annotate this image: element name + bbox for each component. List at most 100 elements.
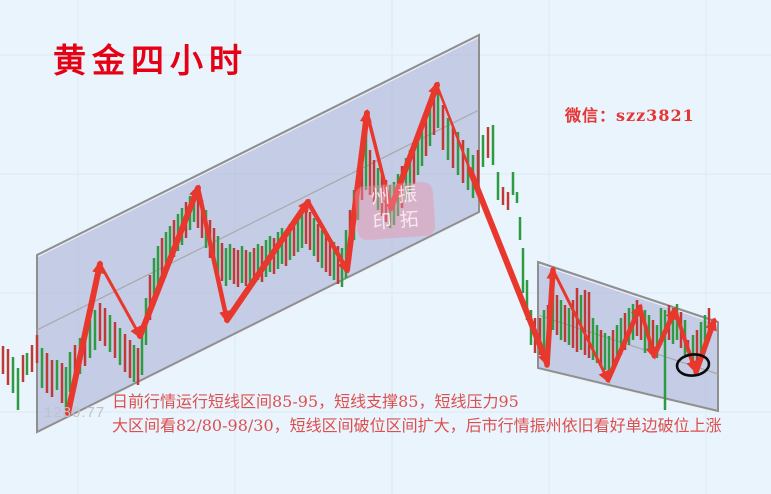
candle [412,142,416,184]
trend-arrow [344,109,372,273]
candle [64,367,68,410]
candle [136,348,140,385]
candle [40,348,44,388]
candle [344,230,348,278]
candle [591,318,595,360]
trend-arrow [544,266,559,368]
candle [611,330,615,366]
candle [132,345,136,382]
candle [168,226,172,263]
candle [446,118,450,160]
candle [567,308,571,345]
candle [103,308,107,346]
candle [236,250,240,287]
candle [511,172,515,195]
trend-arrow [605,303,643,383]
candle [619,318,623,355]
trend-arrow [305,199,350,274]
candle [288,224,292,260]
candle [296,216,300,252]
candle [506,192,510,210]
candle [324,234,328,272]
trend-arrow [693,317,717,375]
seal-watermark-line2: 印拓 [371,207,428,234]
descending-channel-top-highlight [537,263,719,325]
candle [292,220,296,256]
candle [501,187,505,205]
candle [436,82,440,128]
candle [663,310,667,410]
candle [50,360,54,397]
trend-arrow [98,262,142,340]
candle [404,158,408,200]
trend-arrow [638,305,658,360]
candle [515,192,519,203]
candle [30,345,34,372]
trend-arrow [551,268,610,384]
candle [108,315,112,352]
candle [1,346,5,374]
candle [123,334,127,372]
candle [196,192,200,228]
candle [21,355,25,382]
candle [35,335,39,363]
candle [88,320,92,358]
candle [671,308,675,344]
candle [481,135,485,167]
candle [615,325,619,360]
candle [160,238,164,278]
candle [25,353,29,375]
candle [416,133,420,175]
candle [220,243,224,281]
candle [252,248,256,284]
candle [340,248,344,287]
candle [248,252,252,289]
candle [332,242,336,280]
candle [328,238,332,276]
candle [639,305,643,340]
candle [655,325,659,358]
candle [607,336,611,372]
candle [595,325,599,363]
candle [703,315,707,348]
candle [244,250,248,286]
candle [118,328,122,365]
candle [461,140,465,183]
chart-title: 黄金四小时 [53,41,248,80]
candle [372,160,376,202]
candle [542,310,546,350]
trend-arrow [65,260,104,416]
candle [156,246,160,288]
candle [623,313,627,350]
ascending-channel-bottom-highlight [36,213,480,435]
candle [486,127,490,158]
candle [68,352,72,392]
candle [691,335,695,368]
candle [284,230,288,266]
candle [316,224,320,262]
candle [651,320,655,355]
candle [408,150,412,192]
candle [164,232,168,270]
candle [555,295,559,335]
candle [451,126,455,168]
candle [232,248,236,284]
candle [256,244,260,280]
candle [476,150,480,192]
candle [308,212,312,250]
candle [73,345,77,383]
candle [559,300,563,340]
channel-ascending-channel [36,33,480,435]
candle [212,228,216,266]
candle [200,200,204,238]
candle [587,292,591,358]
trend-arrow [388,81,440,211]
ascending-channel-top-highlight [36,36,480,258]
candle [224,248,228,286]
candle [228,244,232,280]
candle [380,175,384,216]
candle [376,168,380,210]
trend-arrows [65,81,717,416]
trend-arrow [365,111,395,212]
